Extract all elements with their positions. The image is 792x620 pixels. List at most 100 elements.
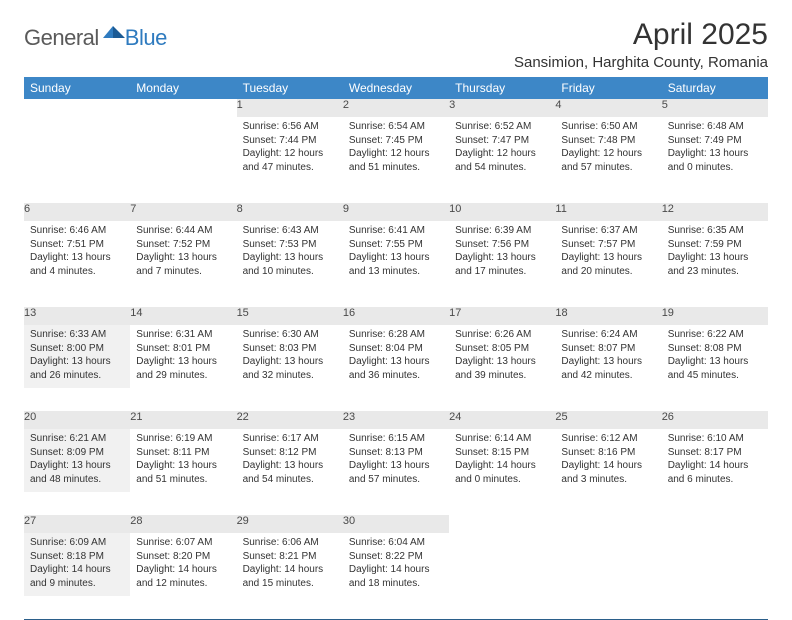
day-cell-content: Sunrise: 6:04 AMSunset: 8:22 PMDaylight:… [343,533,449,596]
day-cell: Sunrise: 6:44 AMSunset: 7:52 PMDaylight:… [130,221,236,307]
daylight-line-2: and 47 minutes. [243,161,337,175]
day-number: 9 [343,203,449,221]
day-number: 24 [449,411,555,429]
month-title: April 2025 [514,18,768,52]
daylight-line-2: and 54 minutes. [455,161,549,175]
daynum-row: 13141516171819 [24,307,768,325]
sunset-line: Sunset: 8:04 PM [349,342,443,356]
daylight-line-1: Daylight: 13 hours [243,459,337,473]
day-cell: Sunrise: 6:19 AMSunset: 8:11 PMDaylight:… [130,429,236,515]
daylight-line-2: and 26 minutes. [30,369,124,383]
day-cell-content: Sunrise: 6:10 AMSunset: 8:17 PMDaylight:… [662,429,768,492]
sunset-line: Sunset: 7:47 PM [455,134,549,148]
sunset-line: Sunset: 8:09 PM [30,446,124,460]
daylight-line-2: and 36 minutes. [349,369,443,383]
page-header: General Blue April 2025 Sansimion, Hargh… [24,18,768,71]
daylight-line-2: and 18 minutes. [349,577,443,591]
sunset-line: Sunset: 8:11 PM [136,446,230,460]
day-number: 21 [130,411,236,429]
daylight-line-2: and 57 minutes. [561,161,655,175]
sunrise-line: Sunrise: 6:22 AM [668,328,762,342]
day-cell: Sunrise: 6:12 AMSunset: 8:16 PMDaylight:… [555,429,661,515]
day-number [449,515,555,533]
sunset-line: Sunset: 8:16 PM [561,446,655,460]
calendar-header-row: Sunday Monday Tuesday Wednesday Thursday… [24,77,768,99]
day-cell: Sunrise: 6:43 AMSunset: 7:53 PMDaylight:… [237,221,343,307]
daylight-line-2: and 0 minutes. [455,473,549,487]
daylight-line-2: and 39 minutes. [455,369,549,383]
day-cell: Sunrise: 6:24 AMSunset: 8:07 PMDaylight:… [555,325,661,411]
day-header: Monday [130,77,236,99]
day-number: 3 [449,99,555,117]
day-cell: Sunrise: 6:14 AMSunset: 8:15 PMDaylight:… [449,429,555,515]
day-number: 15 [237,307,343,325]
sunset-line: Sunset: 8:00 PM [30,342,124,356]
sunrise-line: Sunrise: 6:30 AM [243,328,337,342]
day-cell-content [130,117,236,126]
daylight-line-1: Daylight: 13 hours [668,147,762,161]
day-cell-content [24,117,130,126]
daylight-line-1: Daylight: 13 hours [30,459,124,473]
daylight-line-2: and 9 minutes. [30,577,124,591]
sunrise-line: Sunrise: 6:37 AM [561,224,655,238]
day-number: 18 [555,307,661,325]
sunset-line: Sunset: 7:57 PM [561,238,655,252]
day-number [24,99,130,117]
sunset-line: Sunset: 8:03 PM [243,342,337,356]
day-header: Friday [555,77,661,99]
day-cell-content: Sunrise: 6:30 AMSunset: 8:03 PMDaylight:… [237,325,343,388]
daylight-line-2: and 54 minutes. [243,473,337,487]
day-cell-content: Sunrise: 6:26 AMSunset: 8:05 PMDaylight:… [449,325,555,388]
sunrise-line: Sunrise: 6:07 AM [136,536,230,550]
day-cell-content [555,533,661,542]
day-cell-content: Sunrise: 6:17 AMSunset: 8:12 PMDaylight:… [237,429,343,492]
sunset-line: Sunset: 7:49 PM [668,134,762,148]
daylight-line-2: and 32 minutes. [243,369,337,383]
daylight-line-2: and 29 minutes. [136,369,230,383]
daylight-line-1: Daylight: 13 hours [349,251,443,265]
daylight-line-1: Daylight: 13 hours [349,459,443,473]
sunset-line: Sunset: 7:45 PM [349,134,443,148]
day-number: 14 [130,307,236,325]
day-cell-content: Sunrise: 6:54 AMSunset: 7:45 PMDaylight:… [343,117,449,180]
sunrise-line: Sunrise: 6:48 AM [668,120,762,134]
day-number: 5 [662,99,768,117]
sunrise-line: Sunrise: 6:17 AM [243,432,337,446]
sunrise-line: Sunrise: 6:50 AM [561,120,655,134]
daylight-line-1: Daylight: 13 hours [668,251,762,265]
daylight-line-1: Daylight: 13 hours [243,355,337,369]
day-cell: Sunrise: 6:52 AMSunset: 7:47 PMDaylight:… [449,117,555,203]
day-number: 8 [237,203,343,221]
day-number: 6 [24,203,130,221]
daylight-line-1: Daylight: 13 hours [561,251,655,265]
day-cell: Sunrise: 6:30 AMSunset: 8:03 PMDaylight:… [237,325,343,411]
daylight-line-1: Daylight: 14 hours [561,459,655,473]
week-row: Sunrise: 6:33 AMSunset: 8:00 PMDaylight:… [24,325,768,411]
daylight-line-1: Daylight: 12 hours [561,147,655,161]
daylight-line-1: Daylight: 13 hours [136,459,230,473]
sunset-line: Sunset: 7:53 PM [243,238,337,252]
day-cell-content: Sunrise: 6:43 AMSunset: 7:53 PMDaylight:… [237,221,343,284]
sunset-line: Sunset: 8:01 PM [136,342,230,356]
daylight-line-2: and 10 minutes. [243,265,337,279]
logo-mark-icon [103,24,125,43]
daylight-line-2: and 23 minutes. [668,265,762,279]
sunset-line: Sunset: 8:08 PM [668,342,762,356]
day-cell: Sunrise: 6:26 AMSunset: 8:05 PMDaylight:… [449,325,555,411]
sunset-line: Sunset: 8:18 PM [30,550,124,564]
sunset-line: Sunset: 8:07 PM [561,342,655,356]
daylight-line-1: Daylight: 14 hours [455,459,549,473]
daylight-line-2: and 7 minutes. [136,265,230,279]
day-cell: Sunrise: 6:09 AMSunset: 8:18 PMDaylight:… [24,533,130,619]
day-cell: Sunrise: 6:21 AMSunset: 8:09 PMDaylight:… [24,429,130,515]
daynum-row: 27282930 [24,515,768,533]
sunrise-line: Sunrise: 6:26 AM [455,328,549,342]
day-number: 16 [343,307,449,325]
day-cell: Sunrise: 6:50 AMSunset: 7:48 PMDaylight:… [555,117,661,203]
location-label: Sansimion, Harghita County, Romania [514,54,768,71]
daylight-line-1: Daylight: 13 hours [243,251,337,265]
day-number: 25 [555,411,661,429]
daylight-line-1: Daylight: 14 hours [136,563,230,577]
sunrise-line: Sunrise: 6:56 AM [243,120,337,134]
day-number: 4 [555,99,661,117]
